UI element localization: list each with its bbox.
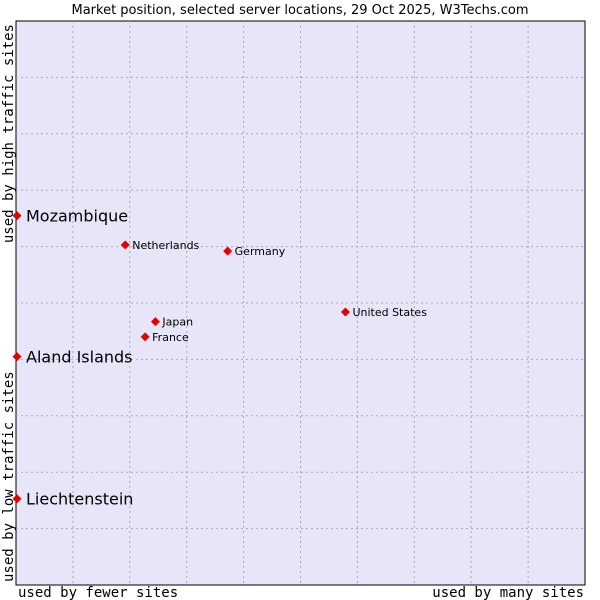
- point-label: Netherlands: [132, 239, 199, 252]
- point-label: United States: [352, 306, 427, 319]
- x-axis-label-right: used by many sites: [432, 585, 584, 600]
- point-label: France: [152, 331, 189, 344]
- point-marker: [12, 494, 22, 504]
- point-marker: [340, 307, 350, 317]
- point-label: Aland Islands: [26, 348, 133, 367]
- point-label: Mozambique: [26, 207, 128, 226]
- point-label: Japan: [161, 316, 193, 329]
- point-liechtenstein: Liechtenstein: [12, 490, 133, 509]
- point-marker: [140, 332, 150, 342]
- point-label: Liechtenstein: [26, 490, 133, 509]
- point-mozambique: Mozambique: [12, 207, 128, 226]
- point-marker: [223, 246, 233, 256]
- y-axis-label-bottom: used by low traffic sites: [1, 371, 17, 582]
- x-axis-label-left: used by fewer sites: [18, 585, 178, 600]
- data-points: Mozambique Aland Islands Liechtenstein Neth…: [12, 207, 427, 509]
- point-marker: [120, 240, 130, 250]
- point-aland-islands: Aland Islands: [12, 348, 133, 367]
- point-germany: Germany: [223, 245, 286, 258]
- grid-lines: [16, 21, 585, 585]
- point-marker: [12, 211, 22, 221]
- point-japan: Japan: [150, 316, 193, 329]
- y-axis-label-top: used by high traffic sites: [1, 24, 17, 243]
- point-marker: [12, 352, 22, 362]
- point-marker: [150, 317, 160, 327]
- chart-title: Market position, selected server locatio…: [71, 3, 528, 18]
- point-netherlands: Netherlands: [120, 239, 200, 252]
- point-label: Germany: [235, 245, 286, 258]
- point-united-states: United States: [340, 306, 427, 319]
- point-france: France: [140, 331, 189, 344]
